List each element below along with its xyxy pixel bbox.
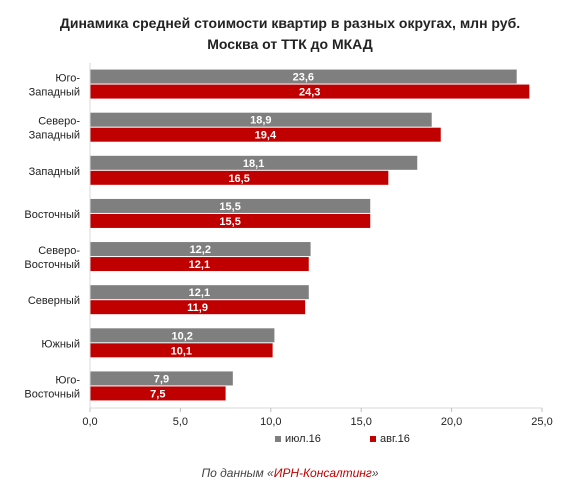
bar-авг.16-4	[90, 257, 309, 272]
bar-июл.16-2	[90, 155, 418, 170]
legend-label-авг.16: авг.16	[380, 433, 410, 445]
data-label-июл.16-0: 23,6	[293, 72, 314, 84]
x-tick-label: 5,0	[173, 416, 188, 428]
legend-swatch-июл.16	[275, 436, 281, 442]
data-label-июл.16-7: 7,9	[154, 373, 169, 385]
x-tick-label: 15,0	[350, 416, 371, 428]
bar-авг.16-6	[90, 343, 273, 358]
x-tick-label: 0,0	[82, 416, 97, 428]
data-label-июл.16-5: 12,1	[189, 287, 210, 299]
data-label-авг.16-0: 24,3	[299, 87, 320, 99]
bar-авг.16-0	[90, 84, 530, 99]
data-label-авг.16-5: 11,9	[187, 302, 208, 314]
category-label-1-0: Северо-	[38, 116, 80, 128]
category-label-4-1: Восточный	[24, 259, 80, 271]
legend-swatch-авг.16	[370, 436, 376, 442]
legend: июл.16 авг.16	[275, 433, 410, 445]
data-label-авг.16-6: 10,1	[171, 345, 192, 357]
category-label-3-0: Восточный	[24, 209, 80, 221]
data-label-июл.16-6: 10,2	[171, 330, 192, 342]
data-label-авг.16-3: 15,5	[219, 216, 240, 228]
plot-area: 23,6 24,3 Юго- Западный 18,9 19,4 Северо- Запад…	[24, 63, 553, 428]
data-label-авг.16-2: 16,5	[228, 173, 249, 185]
bar-июл.16-6	[90, 328, 275, 343]
x-tick-label: 25,0	[531, 416, 552, 428]
category-label-4-0: Северо-	[38, 245, 80, 257]
category-label-1-1: Западный	[29, 130, 80, 142]
category-label-6-0: Южный	[41, 338, 80, 350]
legend-label-июл.16: июл.16	[285, 433, 321, 445]
bar-авг.16-7	[90, 386, 226, 401]
category-label-2-0: Западный	[29, 166, 80, 178]
bar-июл.16-4	[90, 242, 311, 257]
data-label-авг.16-7: 7,5	[150, 388, 165, 400]
chart-subtitle: Москва от ТТК до МКАД	[207, 36, 373, 52]
source-footer: По данным «ИРН-Консалтинг»	[201, 466, 378, 480]
bar-июл.16-1	[90, 112, 432, 127]
category-label-7-0: Юго-	[55, 374, 80, 386]
category-label-7-1: Восточный	[24, 388, 80, 400]
bar-авг.16-1	[90, 127, 441, 142]
bar-июл.16-7	[90, 371, 233, 386]
category-label-0-0: Юго-	[55, 73, 80, 85]
category-label-0-1: Западный	[29, 87, 80, 99]
data-label-авг.16-4: 12,1	[189, 259, 210, 271]
data-label-июл.16-3: 15,5	[219, 201, 240, 213]
data-label-июл.16-2: 18,1	[243, 158, 264, 170]
footer-suffix: »	[372, 466, 379, 480]
bar-июл.16-0	[90, 69, 517, 84]
chart-title: Динамика средней стоимости квартир в раз…	[60, 15, 520, 31]
x-tick-label: 20,0	[441, 416, 462, 428]
category-label-5-0: Северный	[28, 295, 80, 307]
bar-июл.16-5	[90, 285, 309, 300]
footer-source-link[interactable]: ИРН-Консалтинг	[274, 466, 372, 480]
data-label-июл.16-4: 12,2	[190, 244, 211, 256]
data-label-авг.16-1: 19,4	[255, 130, 277, 142]
footer-prefix: По данным «	[201, 466, 274, 480]
bar-авг.16-2	[90, 170, 389, 185]
bar-июл.16-3	[90, 198, 371, 213]
bar-авг.16-3	[90, 213, 371, 228]
bar-авг.16-5	[90, 300, 306, 315]
x-tick-label: 10,0	[260, 416, 281, 428]
data-label-июл.16-1: 18,9	[250, 115, 271, 127]
